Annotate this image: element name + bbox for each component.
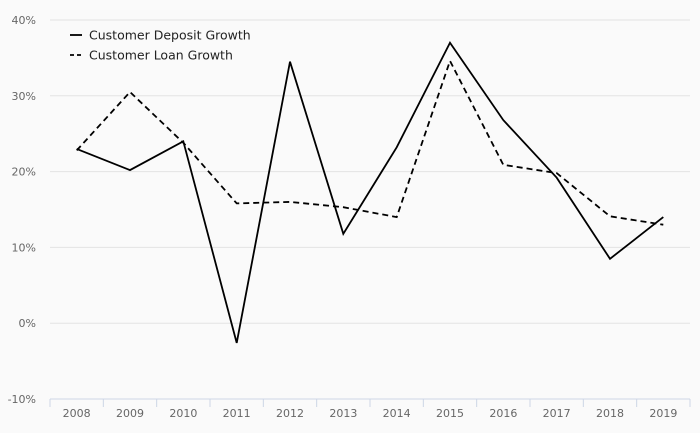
x-tick-label: 2008 — [63, 407, 91, 420]
x-tick-label: 2011 — [223, 407, 251, 420]
x-tick-label: 2010 — [169, 407, 197, 420]
x-tick-label: 2012 — [276, 407, 304, 420]
y-tick-label: -10% — [8, 393, 36, 406]
y-tick-label: 30% — [12, 90, 36, 103]
y-tick-label: 0% — [19, 317, 36, 330]
x-tick-label: 2016 — [489, 407, 517, 420]
legend-label: Customer Loan Growth — [89, 48, 233, 63]
y-axis: -10% 0% 10% 20% 30% 40% — [8, 14, 36, 406]
legend: Customer Deposit Growth Customer Loan Gro… — [70, 28, 251, 63]
x-tick-label: 2009 — [116, 407, 144, 420]
grid-layer — [50, 19, 690, 324]
series-line-1 — [76, 40, 664, 344]
x-tick-label: 2017 — [543, 407, 571, 420]
x-tick-label: 2013 — [329, 407, 357, 420]
x-axis: 2008 2009 2010 2011 2012 2013 2014 2015 2016 2017… — [49, 398, 691, 420]
x-tick-label: 2014 — [383, 407, 411, 420]
y-tick-label: 40% — [12, 14, 36, 27]
y-tick-label: 20% — [12, 166, 36, 179]
legend-label: Customer Deposit Growth — [89, 28, 251, 43]
y-tick-label: 10% — [12, 241, 36, 254]
x-tick-label: 2018 — [596, 407, 624, 420]
series-layer — [76, 40, 664, 344]
x-tick-label: 2015 — [436, 407, 464, 420]
series-line-2 — [76, 58, 664, 226]
x-tick-label: 2019 — [649, 407, 677, 420]
